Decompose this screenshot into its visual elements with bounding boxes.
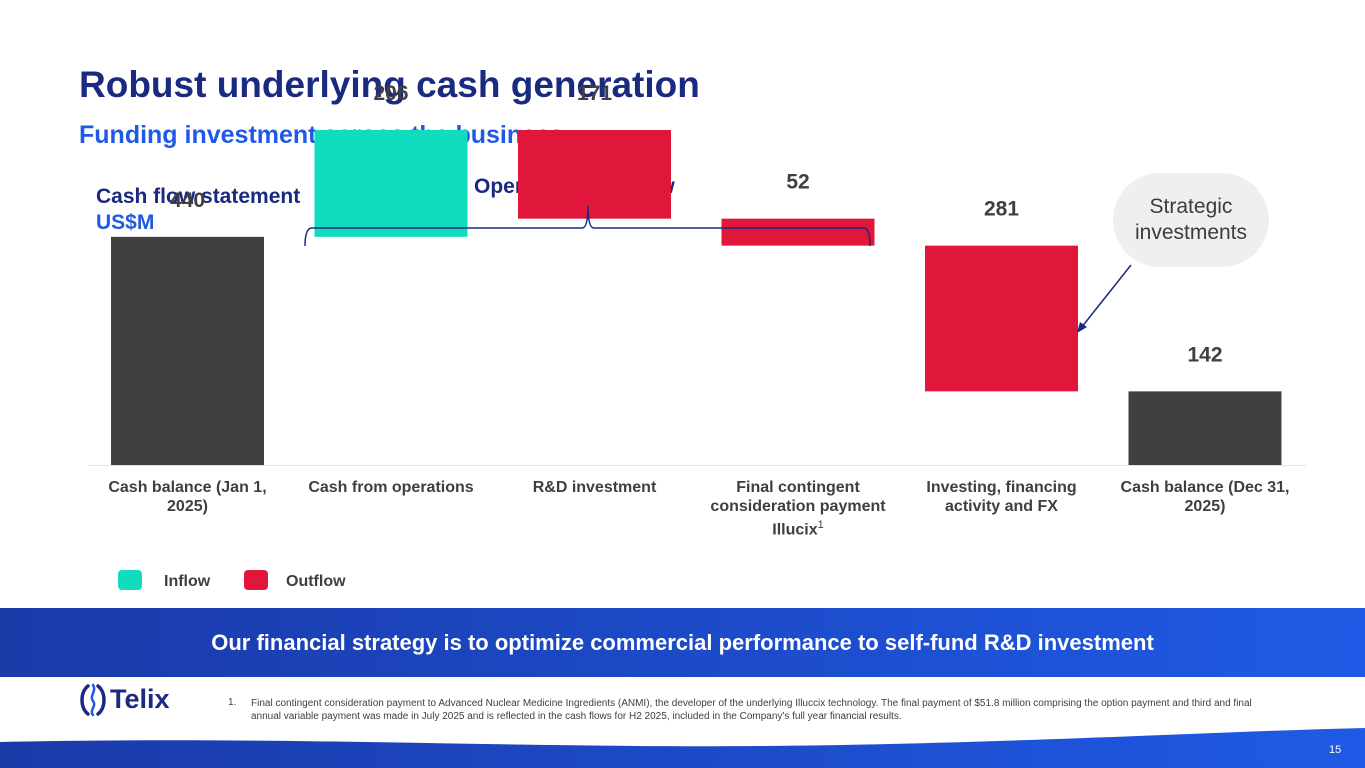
- telix-logo: Telix: [78, 682, 188, 718]
- callout-arrow: [1080, 264, 1132, 329]
- legend-inflow-label: Inflow: [164, 573, 211, 590]
- category-label-2: Cash from operations: [308, 479, 474, 496]
- value-label-2: 206: [373, 82, 408, 105]
- callout-arrowhead: [1077, 322, 1087, 333]
- value-label-6: 142: [1187, 343, 1222, 366]
- banner-text: Our financial strategy is to optimize co…: [211, 629, 1154, 655]
- value-label-3: 171: [577, 82, 612, 105]
- bar-4: [721, 218, 875, 246]
- value-label-4: 52: [786, 171, 809, 194]
- operating-cash-flow-brace: [304, 205, 871, 247]
- telix-logo-text: Telix: [110, 684, 170, 714]
- page-number: 15: [1329, 744, 1342, 756]
- bar-3: [518, 130, 671, 219]
- value-label-5: 281: [984, 198, 1019, 221]
- bar-2: [314, 130, 468, 237]
- footnote-text: Final contingent consideration payment t…: [251, 698, 1252, 722]
- bar-5: [925, 245, 1078, 392]
- category-label-1: Cash balance (Jan 1, 2025): [108, 479, 267, 515]
- bar-1: [111, 236, 264, 465]
- page-title: Robust underlying cash generation: [79, 64, 700, 105]
- unit-label: US$M: [96, 211, 155, 234]
- category-label-5: Investing, financing activity and FX: [926, 479, 1077, 515]
- footnote-number: 1.: [228, 697, 237, 708]
- footnote-marker: 1: [817, 519, 824, 531]
- legend-outflow-swatch: [244, 570, 268, 590]
- footer-wave: [0, 728, 1365, 768]
- strategy-banner: Our financial strategy is to optimize co…: [0, 608, 1365, 677]
- strategic-investments-bubble: Strategic investments: [1113, 173, 1269, 267]
- category-label-4: Final contingent consideration payment I…: [710, 479, 886, 539]
- legend-inflow-swatch: [118, 570, 142, 590]
- telix-logo-icon: [80, 683, 106, 717]
- bar-6: [1128, 391, 1282, 465]
- value-label-1: 440: [170, 189, 205, 212]
- legend-outflow-label: Outflow: [286, 573, 346, 590]
- category-label-6: Cash balance (Dec 31, 2025): [1120, 479, 1290, 515]
- category-label-3: R&D investment: [532, 479, 657, 496]
- waterfall-chart: 440 206 171 52 281 142: [88, 82, 1306, 466]
- statement-label: Cash flow statement: [96, 185, 301, 208]
